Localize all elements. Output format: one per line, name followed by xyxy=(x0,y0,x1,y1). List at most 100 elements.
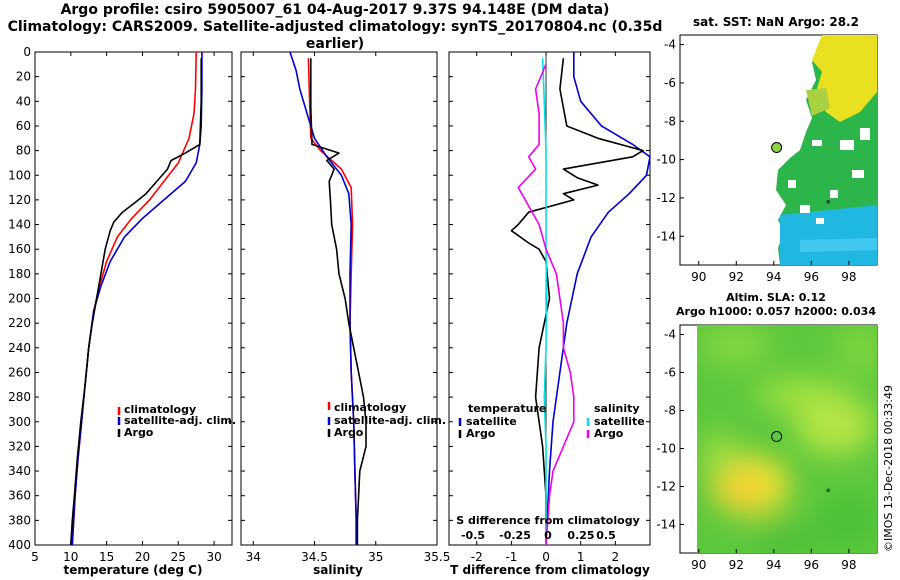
legend-salinity-title: salinity xyxy=(594,402,640,415)
x-tick-label: 5 xyxy=(31,550,39,564)
depth-tick-label: 180 xyxy=(8,267,31,281)
sst-cloud-gap xyxy=(816,218,824,224)
x-tick-label: 15 xyxy=(99,550,114,564)
legend-t-satellite: satellite xyxy=(466,415,517,428)
depth-tick-label: 20 xyxy=(16,70,31,84)
temperature-panel: 0 20 40 60 80 100 120 140 160 180 200 220 240 260 280 3… xyxy=(8,45,236,577)
legend-s-argo: Argo xyxy=(594,427,624,440)
salinity-series xyxy=(241,51,437,546)
sla-blob xyxy=(835,325,877,380)
series-t-satellite xyxy=(545,52,651,546)
difference-xlabel: T difference from climatology xyxy=(450,563,650,577)
series-argo xyxy=(309,58,367,545)
x-tick-label: 34.5 xyxy=(301,550,328,564)
depth-tick-label: 400 xyxy=(8,538,31,552)
legend-climatology: climatology xyxy=(124,403,196,416)
float-position-marker xyxy=(771,431,830,492)
lat-tick-label: -10 xyxy=(656,153,676,167)
sst-cloud-gap xyxy=(788,180,796,188)
difference-series xyxy=(449,51,651,546)
title-line-1: Argo profile: csiro 5905007_61 04-Aug-20… xyxy=(60,2,610,18)
sst-map: sat. SST: NaN Argo: 28.2 90 92 94 96 98 -4 -6… xyxy=(656,15,878,284)
x-tick-label: 2 xyxy=(612,550,620,564)
sst-cyan-region xyxy=(780,205,877,265)
sla-blob xyxy=(700,325,770,365)
x-tick-label: 25 xyxy=(171,550,186,564)
sla-map-title-1: Altim. SLA: 0.12 xyxy=(726,291,826,304)
legend-satellite: satellite-adj. clim. xyxy=(334,414,446,427)
salinity-legend: climatology satellite-adj. clim. Argo xyxy=(327,401,446,439)
float-marker xyxy=(771,142,783,154)
sst-field xyxy=(776,35,877,265)
series-argo xyxy=(70,58,202,546)
lon-tick-label: 96 xyxy=(804,558,819,572)
sst-cloud-gap xyxy=(812,140,822,146)
legend-s-satellite: satellite xyxy=(594,415,645,428)
series-satellite-adj-clim- xyxy=(289,51,358,545)
sla-blob xyxy=(795,395,875,455)
salinity-tick-labels: 34 34.5 35 35.5 xyxy=(246,52,451,564)
lon-tick-label: 94 xyxy=(766,558,781,572)
depth-tick-label: 100 xyxy=(8,168,31,182)
sst-yellowgreen-patch xyxy=(806,88,830,116)
s-diff-tick: 0.25 xyxy=(567,529,594,542)
temperature-axes xyxy=(34,51,233,546)
sla-lat-ticks: -4 -6 -8 -10 -12 -14 xyxy=(656,328,684,532)
difference-legend: temperature satellite Argo salinity sate… xyxy=(458,402,645,440)
depth-tick-label: 320 xyxy=(8,439,31,453)
depth-tick-label: 360 xyxy=(8,489,31,503)
lat-tick-label: -12 xyxy=(656,480,676,494)
float-position-marker xyxy=(771,142,830,204)
lon-tick-label: 98 xyxy=(841,558,856,572)
sla-blob xyxy=(820,495,877,545)
temperature-xlabel: temperature (deg C) xyxy=(64,563,203,577)
legend-argo: Argo xyxy=(124,426,154,439)
lat-tick-label: -12 xyxy=(656,191,676,205)
lat-tick-label: -14 xyxy=(656,518,676,532)
sla-blob xyxy=(700,433,740,477)
sst-cloud-gap xyxy=(860,128,870,140)
x-tick-label: -2 xyxy=(471,550,483,564)
depth-tick-label: 300 xyxy=(8,415,31,429)
s-diff-tick: -0.5 xyxy=(461,529,485,542)
depth-tick-label: 380 xyxy=(8,513,31,527)
lon-tick-label: 94 xyxy=(766,270,781,284)
s-diff-tick: 0.5 xyxy=(596,529,616,542)
float-marker xyxy=(771,431,783,443)
t-difference-tick-labels: -2 -1 0 1 2 xyxy=(471,52,619,564)
lat-tick-label: -6 xyxy=(664,366,676,380)
lat-tick-label: -4 xyxy=(664,328,676,342)
lat-tick-label: -6 xyxy=(664,76,676,90)
legend-t-argo: Argo xyxy=(466,427,496,440)
x-tick-label: 20 xyxy=(135,550,150,564)
depth-tick-label: 260 xyxy=(8,365,31,379)
depth-tick-label: 40 xyxy=(16,94,31,108)
lon-tick-label: 92 xyxy=(729,558,744,572)
x-tick-label: 35.5 xyxy=(424,550,451,564)
temperature-legend: climatology satellite-adj. clim. Argo xyxy=(117,403,236,439)
sst-map-title: sat. SST: NaN Argo: 28.2 xyxy=(693,15,859,29)
imos-timestamp: ©IMOS 13-Dec-2018 00:33:49 xyxy=(882,385,895,552)
s-diff-tick: 0 xyxy=(544,529,552,542)
figure-title: Argo profile: csiro 5905007_61 04-Aug-20… xyxy=(0,2,670,53)
depth-tick-label: 240 xyxy=(8,341,31,355)
sst-cloud-gap xyxy=(800,205,810,213)
temperature-series xyxy=(35,51,232,546)
x-tick-label: 30 xyxy=(206,550,221,564)
x-tick-label: 34 xyxy=(246,550,261,564)
lat-tick-label: -4 xyxy=(664,38,676,52)
difference-panel: -2 -1 0 1 2 T difference from climatology S … xyxy=(448,51,651,577)
sst-lon-ticks: 90 92 94 96 98 xyxy=(691,261,856,284)
sst-cloud-gap xyxy=(830,190,838,198)
depth-tick-label: 220 xyxy=(8,316,31,330)
x-tick-label: 1 xyxy=(577,550,585,564)
depth-tick-label: 60 xyxy=(16,119,31,133)
series-s-satellite xyxy=(541,58,548,545)
sla-map-title-2: Argo h1000: 0.057 h2000: 0.034 xyxy=(676,305,876,318)
depth-tick-label: 200 xyxy=(8,292,31,306)
sst-cloud-gap xyxy=(840,140,854,150)
depth-tick-label: 160 xyxy=(8,242,31,256)
depth-tick-label: 0 xyxy=(23,45,31,59)
island-marker xyxy=(826,200,830,204)
